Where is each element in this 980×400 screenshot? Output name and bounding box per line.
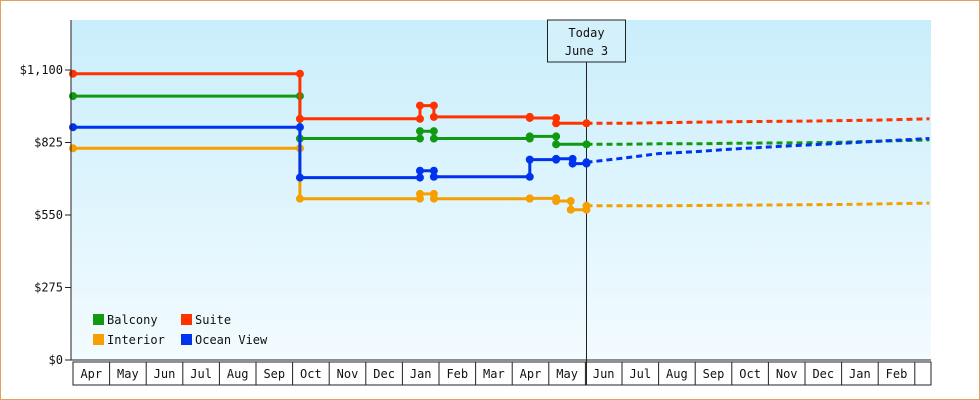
month-label: Dec bbox=[812, 367, 834, 381]
legend-label: Ocean View bbox=[195, 333, 268, 347]
month-label: Apr bbox=[520, 367, 542, 381]
month-label: Jan bbox=[849, 367, 871, 381]
plot-area bbox=[71, 20, 931, 360]
y-tick-label: $0 bbox=[49, 353, 63, 367]
month-label: Nov bbox=[337, 367, 359, 381]
y-tick-label: $275 bbox=[34, 281, 63, 295]
data-point bbox=[429, 194, 438, 203]
data-point bbox=[582, 140, 591, 149]
series-lines bbox=[69, 69, 930, 214]
data-point bbox=[429, 166, 438, 175]
month-label: Jan bbox=[410, 367, 432, 381]
month-label: Jun bbox=[593, 367, 615, 381]
legend-label: Interior bbox=[107, 333, 165, 347]
data-point bbox=[415, 173, 424, 182]
data-point bbox=[415, 166, 424, 175]
today-date: June 3 bbox=[565, 44, 608, 58]
month-label: Dec bbox=[373, 367, 395, 381]
month-label: Oct bbox=[739, 367, 761, 381]
month-label: May bbox=[556, 367, 578, 381]
month-label: Mar bbox=[483, 367, 505, 381]
data-point bbox=[415, 127, 424, 136]
legend-swatch bbox=[181, 334, 192, 345]
data-point bbox=[415, 189, 424, 198]
legend-label: Balcony bbox=[107, 313, 158, 327]
month-label: Jun bbox=[154, 367, 176, 381]
month-label: Aug bbox=[227, 367, 249, 381]
data-point bbox=[69, 69, 77, 78]
month-label: Feb bbox=[446, 367, 468, 381]
data-point bbox=[295, 123, 304, 132]
data-point bbox=[552, 119, 561, 128]
data-point bbox=[429, 172, 438, 181]
data-point bbox=[295, 114, 304, 123]
data-point bbox=[552, 140, 561, 149]
y-tick-label: $825 bbox=[34, 136, 63, 150]
month-label: Sep bbox=[703, 367, 725, 381]
data-point bbox=[566, 197, 575, 206]
forecast-line bbox=[586, 117, 930, 125]
forecast-line bbox=[586, 201, 930, 208]
data-point bbox=[568, 159, 577, 168]
data-point bbox=[582, 158, 591, 167]
series-ocean-view bbox=[69, 123, 930, 182]
month-label: Jul bbox=[190, 367, 212, 381]
month-label: Apr bbox=[80, 367, 102, 381]
forecast-line bbox=[586, 137, 930, 164]
data-point bbox=[429, 127, 438, 136]
legend-swatch bbox=[93, 334, 104, 345]
data-point bbox=[525, 155, 534, 164]
data-point bbox=[525, 194, 534, 203]
y-tick-label: $1,100 bbox=[20, 63, 63, 77]
data-point bbox=[295, 194, 304, 203]
legend-swatch bbox=[181, 314, 192, 325]
legend-label: Suite bbox=[195, 313, 231, 327]
month-label: Feb bbox=[886, 367, 908, 381]
data-point bbox=[429, 101, 438, 110]
data-point bbox=[552, 154, 561, 163]
data-point bbox=[552, 197, 561, 206]
data-point bbox=[429, 134, 438, 143]
month-label: Oct bbox=[300, 367, 322, 381]
month-label: Jul bbox=[629, 367, 651, 381]
today-box bbox=[546, 19, 626, 63]
data-point bbox=[295, 173, 304, 182]
legend: Balcony Suite Interior Ocean View bbox=[93, 313, 268, 347]
series-suite bbox=[69, 69, 930, 128]
data-point bbox=[566, 205, 575, 214]
data-point bbox=[525, 132, 534, 141]
data-point bbox=[415, 114, 424, 123]
data-point bbox=[582, 201, 591, 210]
month-label: Sep bbox=[263, 367, 285, 381]
today-label: Today bbox=[568, 26, 604, 40]
legend-swatch bbox=[93, 314, 104, 325]
data-point bbox=[69, 123, 77, 132]
y-tick-label: $550 bbox=[34, 208, 63, 222]
data-point bbox=[69, 144, 77, 153]
data-point bbox=[415, 101, 424, 110]
month-label: May bbox=[117, 367, 139, 381]
data-point bbox=[552, 132, 561, 141]
today-marker: Today June 3 bbox=[546, 19, 626, 385]
data-point bbox=[582, 119, 591, 128]
data-point bbox=[295, 69, 304, 78]
month-label: Nov bbox=[776, 367, 798, 381]
data-point bbox=[525, 172, 534, 181]
data-point bbox=[415, 134, 424, 143]
data-point bbox=[429, 112, 438, 121]
data-point bbox=[69, 92, 77, 101]
month-label: Aug bbox=[666, 367, 688, 381]
data-point bbox=[525, 113, 534, 122]
axes: $0 $275 $550 $825 $1,100 Apr May Jun Jul Aug Sep Oc… bbox=[20, 20, 932, 386]
